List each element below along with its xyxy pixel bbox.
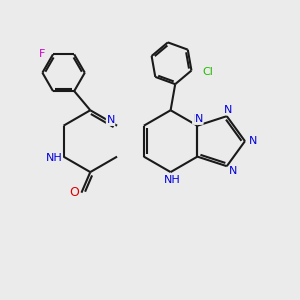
Text: O: O bbox=[69, 186, 79, 199]
Text: F: F bbox=[39, 50, 46, 59]
Text: N: N bbox=[195, 114, 203, 124]
Text: N: N bbox=[193, 114, 201, 124]
Text: Cl: Cl bbox=[202, 67, 214, 77]
Text: NH: NH bbox=[164, 175, 181, 185]
Text: N: N bbox=[249, 136, 257, 146]
Text: N: N bbox=[224, 105, 232, 115]
Text: NH: NH bbox=[46, 153, 62, 163]
Text: N: N bbox=[229, 167, 238, 176]
Text: N: N bbox=[106, 116, 115, 125]
